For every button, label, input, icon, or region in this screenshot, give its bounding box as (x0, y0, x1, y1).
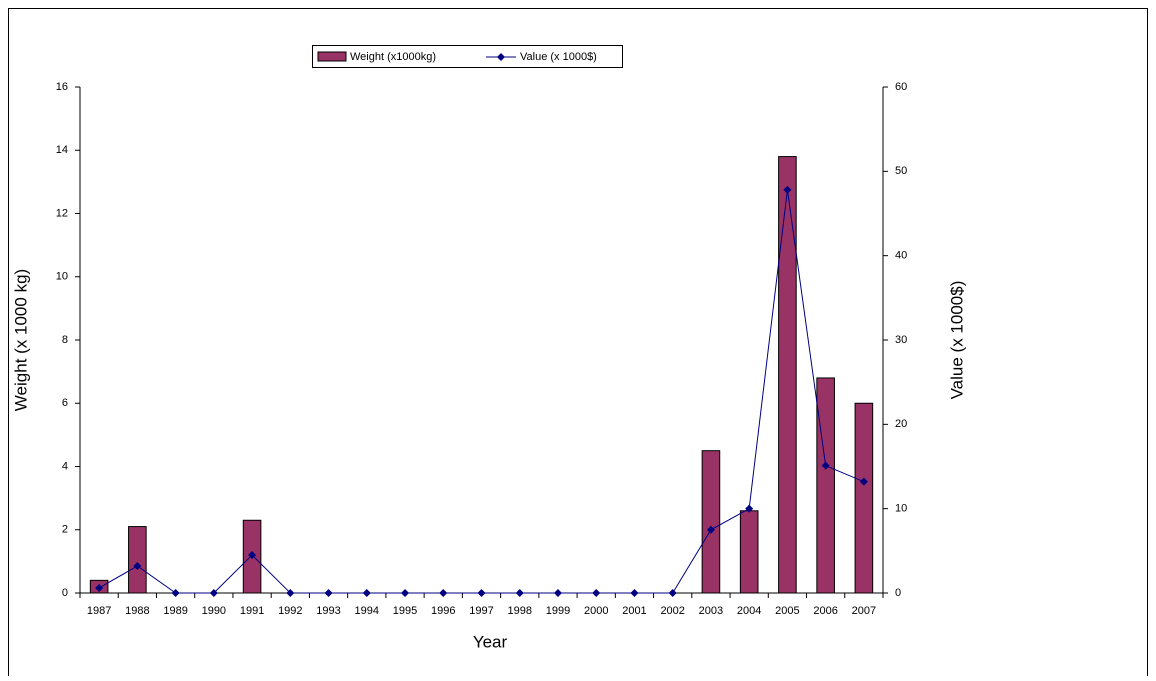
y2-tick-label: 60 (895, 81, 907, 93)
x-tick-label: 1989 (163, 605, 187, 617)
x-tick-label: 1996 (431, 605, 455, 617)
y-tick-label: 14 (56, 144, 68, 156)
legend-label: Weight (x1000kg) (350, 51, 436, 63)
point (553, 589, 562, 597)
point (324, 589, 333, 597)
x-tick-label: 1995 (393, 605, 417, 617)
point (171, 589, 180, 597)
y2-tick-label: 40 (895, 250, 907, 262)
chart-frame (8, 8, 1148, 681)
x-tick-label: 2005 (775, 605, 799, 617)
x-tick-label: 2007 (852, 605, 876, 617)
point (439, 589, 448, 597)
point (95, 583, 104, 592)
legend-box (312, 45, 623, 68)
x-tick-label: 1990 (202, 605, 226, 617)
y2-tick-label: 30 (895, 334, 907, 346)
x-tick-label: 2001 (622, 605, 646, 617)
x-tick-label: 2000 (584, 605, 608, 617)
x-tick-label: 2002 (660, 605, 684, 617)
x-tick-label: 1987 (87, 605, 111, 617)
point (859, 477, 868, 486)
y2-tick-label: 20 (895, 418, 907, 430)
y2-tick-label: 50 (895, 165, 907, 177)
x-tick-label: 1994 (355, 605, 379, 617)
x-tick-label: 2006 (813, 605, 837, 617)
point (286, 589, 295, 597)
point (745, 504, 754, 513)
x-tick-label: 1993 (316, 605, 340, 617)
y2-tick-label: 10 (895, 503, 907, 515)
bar (128, 526, 147, 594)
y2-axis-title: Value (x 1000$) (947, 281, 966, 400)
y-tick-label: 4 (62, 460, 68, 472)
point (248, 551, 257, 560)
bar (739, 510, 759, 594)
bar (701, 450, 721, 594)
x-tick-label: 1988 (125, 605, 149, 617)
x-tick-label: 2004 (737, 605, 761, 617)
y-axis-title: Weight (x 1000 kg) (11, 269, 30, 411)
y-tick-label: 8 (62, 334, 68, 346)
x-tick-label: 1999 (546, 605, 570, 617)
bar (778, 156, 797, 594)
legend-swatch (317, 51, 347, 62)
x-tick-label: 1992 (278, 605, 302, 617)
point (133, 562, 142, 571)
x-axis-title: Year (473, 632, 508, 651)
y-tick-label: 0 (62, 587, 68, 599)
y-tick-label: 6 (62, 397, 68, 409)
y-tick-label: 16 (56, 81, 68, 93)
bar (854, 402, 874, 594)
legend-marker (497, 53, 505, 61)
y-tick-label: 10 (56, 271, 68, 283)
x-tick-label: 1991 (240, 605, 264, 617)
point (362, 589, 371, 597)
x-tick-label: 2003 (699, 605, 723, 617)
bar (816, 377, 835, 594)
legend-label: Value (x 1000$) (520, 51, 597, 63)
point (783, 185, 792, 194)
point (477, 589, 486, 597)
point (821, 461, 830, 470)
point (592, 589, 601, 597)
point (401, 589, 410, 597)
x-tick-label: 1997 (469, 605, 493, 617)
point (515, 589, 524, 597)
y2-tick-label: 0 (895, 587, 901, 599)
point (668, 589, 677, 597)
x-tick-label: 1998 (507, 605, 531, 617)
point (209, 589, 218, 597)
y-tick-label: 12 (56, 207, 68, 219)
y-tick-label: 2 (62, 524, 68, 536)
point (630, 589, 639, 597)
point (706, 525, 715, 534)
